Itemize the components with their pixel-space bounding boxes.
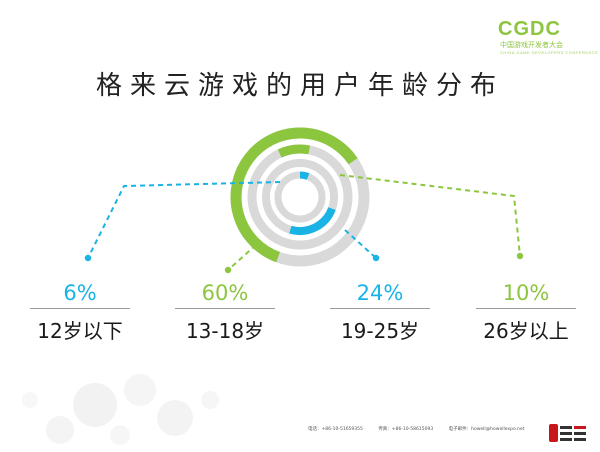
pct-label-4: 10% [502, 281, 550, 305]
leader-dot-1 [84, 254, 92, 262]
leader-dot-2 [224, 266, 232, 274]
leader-dot-3 [372, 254, 380, 262]
divider-4 [476, 308, 576, 309]
cgdc-logo: CGDC 中国游戏开发者大会 CHINA GAME DEVELOPERS CON… [498, 18, 598, 60]
ring-arc-4 [277, 144, 311, 158]
divider-2 [175, 308, 275, 309]
divider-3 [330, 308, 430, 309]
pct-label-1: 6% [63, 281, 97, 305]
footer-fax: 传真：+86-10-58615093 [378, 427, 434, 432]
chart-title: 格来云游戏的用户年龄分布 [95, 71, 504, 101]
ring-track-4 [274, 171, 326, 223]
divider-1 [30, 308, 130, 309]
decorative-bubbles-graphic [22, 374, 219, 445]
footer-email: 电子邮件：howell@howellexpo.net [448, 427, 525, 432]
age-label-1: 12岁以下 [37, 319, 123, 343]
pct-label-2: 60% [201, 281, 249, 305]
leader-line-4 [339, 174, 521, 257]
ring-arc-3 [289, 207, 336, 235]
leader-line-1 [87, 181, 281, 259]
age-label-2: 13-18岁 [185, 319, 265, 343]
age-label-4: 26岁以上 [483, 319, 569, 343]
age-label-3: 19-25岁 [340, 319, 420, 343]
ring-arc-1 [299, 171, 310, 180]
leader-line-3 [344, 229, 377, 259]
footer-contact: 电话：+86-10-51659355 传真：+86-10-58615093 电子… [308, 426, 538, 434]
pct-label-3: 24% [356, 281, 404, 305]
logo-subtitle: 中国游戏开发者大会 [500, 41, 563, 49]
organizer-logo-icon [549, 424, 586, 442]
logo-wordmark: CGDC [498, 18, 561, 40]
leader-line-2 [227, 244, 257, 271]
footer-phone: 电话：+86-10-51659355 [308, 427, 363, 432]
ring-arc-2 [230, 127, 358, 263]
logo-subtitle-en: CHINA GAME DEVELOPERS CONFERENCE [500, 50, 599, 55]
leader-dot-4 [516, 252, 524, 260]
